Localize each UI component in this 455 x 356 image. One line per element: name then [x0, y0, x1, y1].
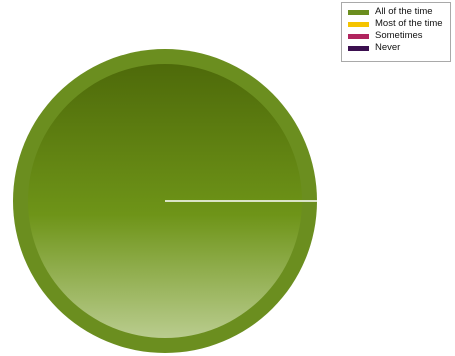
legend-label: Sometimes: [375, 30, 423, 41]
legend-swatch: [348, 45, 369, 51]
legend: All of the time Most of the time Sometim…: [341, 2, 451, 62]
legend-label: Never: [375, 42, 401, 53]
legend-swatch: [348, 33, 369, 39]
legend-label: Most of the time: [375, 18, 443, 29]
legend-label: All of the time: [375, 6, 433, 17]
legend-swatch: [348, 9, 369, 15]
legend-item-most-of-the-time: Most of the time: [348, 18, 450, 30]
legend-item-never: Never: [348, 42, 450, 54]
legend-item-all-of-the-time: All of the time: [348, 6, 450, 18]
legend-swatch: [348, 21, 369, 27]
legend-item-sometimes: Sometimes: [348, 30, 450, 42]
